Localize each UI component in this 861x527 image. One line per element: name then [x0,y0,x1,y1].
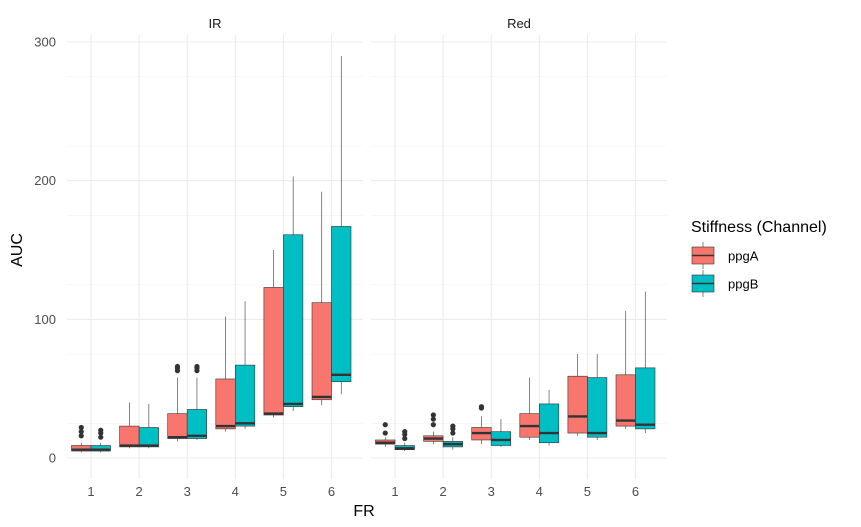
box-ppgA-fr1 [71,424,92,453]
y-tick-label: 200 [34,173,56,188]
box-ppgB-fr1 [394,429,415,452]
box-ppgB-fr5 [283,176,304,411]
box-ppgA-fr1 [375,422,396,447]
outlier-point [78,433,84,439]
legend-label: ppgB [728,277,758,292]
x-tick-label: 6 [632,484,639,499]
box-ppgB-fr3 [490,419,512,447]
box-body [235,364,256,427]
box-ppgB-fr2 [138,403,159,449]
box-body [311,302,332,401]
x-tick-label: 3 [488,484,495,499]
box-ppgA-fr3 [471,404,492,445]
outlier-point [450,430,456,436]
box-body [283,234,304,407]
box-ppgB-fr6 [331,55,352,395]
x-tick-label: 4 [536,484,543,499]
facet-strip-label: IR [209,16,222,31]
box-body [186,409,207,439]
box-ppgB-fr2 [442,423,463,450]
box-body [635,367,656,430]
box-ppgA-fr2 [423,412,444,445]
outlier-point [78,424,84,431]
outlier-point [98,434,104,440]
box-ppgA-fr5 [567,354,588,436]
box-ppgA-fr4 [215,316,236,432]
box-body [263,287,284,416]
outlier-point [382,422,388,428]
box-ppgB-fr1 [90,427,111,453]
box-body [119,425,140,448]
outlier-point [450,423,456,429]
y-tick-label: 0 [49,451,56,466]
outlier-point [402,429,408,435]
outlier-point [174,363,181,370]
box-body [538,403,560,444]
box-body [215,378,236,430]
legend-entry-ppgA: ppgA [691,242,759,269]
x-tick-label: 5 [584,484,591,499]
facet-strip-label: Red [507,16,531,31]
outlier-point [78,429,84,435]
x-tick-label: 5 [280,484,287,499]
legend-title: Stiffness (Channel) [691,219,827,236]
legend: Stiffness (Channel) ppgA ppgB [691,219,827,297]
outlier-point [98,427,104,433]
outlier-point [194,363,200,370]
x-tick-label: 1 [87,484,94,499]
box-ppgA-fr4 [519,377,540,440]
outlier-point [430,416,436,422]
box-ppgA-fr6 [311,191,332,406]
box-body [167,413,188,439]
x-axis-title: FR [353,503,374,520]
box-ppgB-fr4 [538,390,560,446]
facet-panels: IR 1 2 3 4 5 6 Red 1 2 3 4 5 6 0 100 200 300 [34,16,667,499]
x-tick-label: 2 [135,484,142,499]
facet-panel-red: Red 1 2 3 4 5 6 [371,16,667,499]
outlier-point [478,404,485,410]
box-body [490,431,512,446]
y-tick-label: 100 [34,312,56,327]
box-body [615,374,636,427]
legend-label: ppgA [728,249,759,264]
box-body [331,226,352,383]
box-ppgB-fr6 [635,291,656,434]
box-body [567,375,588,434]
y-tick-label: 300 [34,35,56,50]
facet-panel-ir: IR 1 2 3 4 5 6 [67,16,363,499]
box-ppgA-fr3 [167,363,188,442]
box-body [138,427,159,448]
x-tick-label: 4 [232,484,239,499]
x-tick-label: 1 [391,484,398,499]
box-ppgA-fr5 [263,250,284,418]
box-body [90,445,111,452]
outlier-point [430,422,436,428]
box-ppgA-fr2 [119,402,140,449]
box-ppgA-fr6 [615,311,636,429]
box-body [587,377,608,438]
x-tick-label: 3 [184,484,191,499]
outlier-point [402,435,408,442]
outlier-point [430,412,436,418]
box-ppgB-fr5 [587,354,608,440]
x-tick-label: 2 [439,484,446,499]
x-tick-label: 6 [328,484,335,499]
box-ppgB-fr4 [235,301,256,429]
box-ppgB-fr3 [186,363,207,440]
outlier-point [382,430,388,436]
legend-entry-ppgB: ppgB [691,270,758,297]
y-axis-title: AUC [9,233,26,267]
